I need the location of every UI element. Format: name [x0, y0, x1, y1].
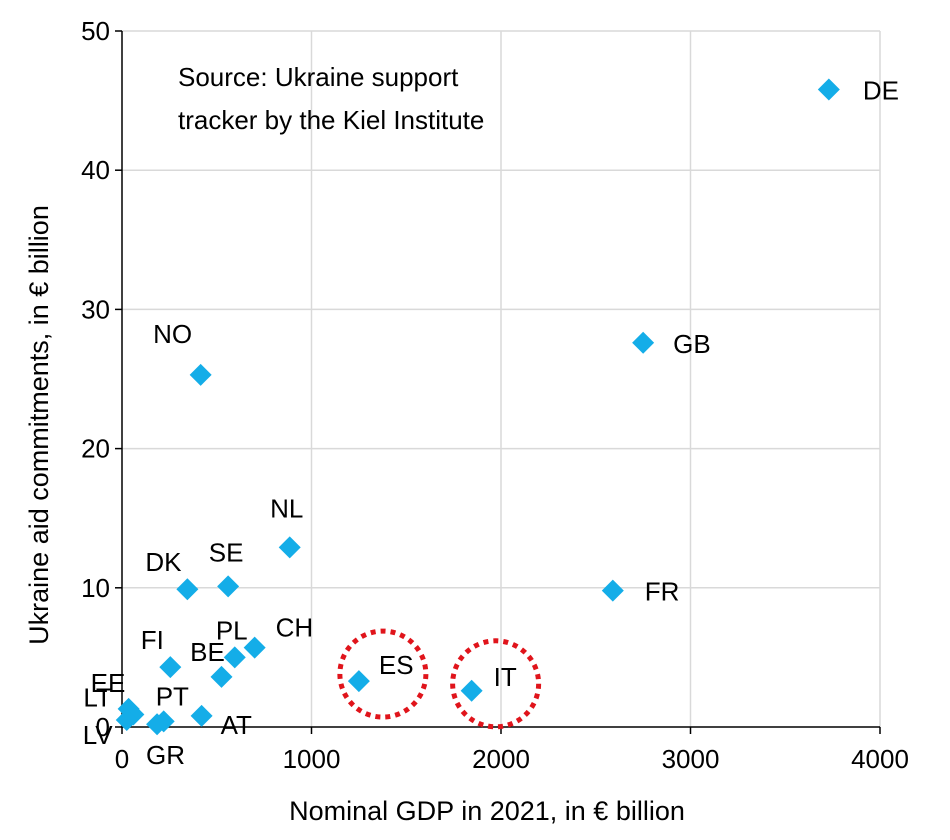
point-label-se: SE: [209, 537, 244, 567]
data-points: [115, 78, 840, 736]
point-label-at: AT: [221, 710, 252, 740]
y-tick-label: 10: [81, 573, 110, 603]
point-es: [347, 670, 370, 693]
point-it: [460, 679, 483, 702]
point-pl: [223, 646, 246, 669]
point-se: [217, 575, 240, 598]
point-label-lv: LV: [83, 720, 114, 750]
y-tick-label: 40: [81, 155, 110, 185]
point-label-ee: EE: [91, 668, 126, 698]
point-dk: [176, 578, 199, 601]
x-axis-title: Nominal GDP in 2021, in € billion: [289, 796, 685, 826]
point-label-gb: GB: [673, 329, 711, 359]
x-tick-label: 1000: [283, 744, 341, 774]
point-label-fr: FR: [645, 577, 680, 607]
source-note-line-1: Source: Ukraine support: [178, 62, 459, 92]
point-label-nl: NL: [270, 493, 303, 523]
x-tick-label: 2000: [472, 744, 530, 774]
point-lv: [115, 709, 138, 732]
highlight-circles: [337, 628, 542, 730]
point-label-ch: CH: [276, 613, 314, 643]
point-ch: [243, 636, 266, 659]
y-tick-label: 0: [96, 712, 110, 742]
highlight-circle-it: [450, 638, 542, 730]
point-label-lt: LT: [83, 682, 112, 712]
point-label-gr: GR: [146, 740, 185, 770]
point-label-pt: PT: [156, 681, 189, 711]
x-tick-label: 0: [115, 744, 129, 774]
point-fr: [601, 579, 624, 602]
tick-labels: 0 10 20 30 40 50 0 1000 2000 3000 4000: [81, 16, 909, 774]
point-label-dk: DK: [145, 547, 182, 577]
highlight-circle-es: [337, 628, 429, 720]
point-label-be: BE: [190, 637, 225, 667]
point-at: [190, 704, 213, 727]
y-axis-title: Ukraine aid commitments, in € billion: [24, 205, 54, 645]
y-tick-label: 30: [81, 294, 110, 324]
x-tick-label: 3000: [662, 744, 720, 774]
point-label-no: NO: [153, 319, 192, 349]
point-label-fi: FI: [141, 625, 164, 655]
point-label-pl: PL: [216, 615, 248, 645]
y-tick-label: 20: [81, 434, 110, 464]
point-label-it: IT: [494, 662, 517, 692]
point-no: [189, 363, 212, 386]
point-label-de: DE: [863, 75, 899, 105]
point-gr: [146, 713, 169, 736]
point-be: [210, 665, 233, 688]
point-nl: [278, 536, 301, 559]
point-de: [817, 78, 840, 101]
gridlines: [122, 30, 881, 727]
source-note-line-2: tracker by the Kiel Institute: [178, 105, 484, 135]
x-tick-label: 4000: [851, 744, 909, 774]
point-gb: [632, 331, 655, 354]
y-tick-label: 50: [81, 16, 110, 46]
point-label-es: ES: [379, 650, 414, 680]
point-fi: [159, 656, 182, 679]
